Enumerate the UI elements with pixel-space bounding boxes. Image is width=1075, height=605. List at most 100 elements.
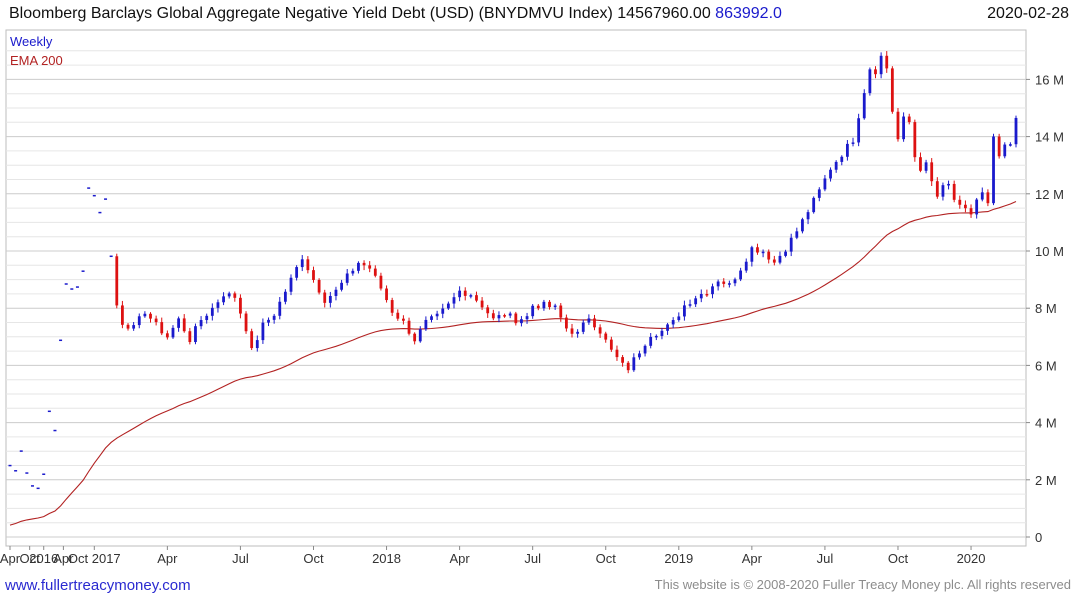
candle-up xyxy=(789,237,793,252)
candle-up xyxy=(733,279,737,284)
x-tick-label: Apr xyxy=(449,551,470,566)
candle-down xyxy=(407,320,411,334)
candle-down xyxy=(160,322,164,334)
candle-up xyxy=(941,185,945,197)
candle-up xyxy=(649,336,653,346)
candle-up xyxy=(357,262,360,271)
candle-down xyxy=(250,331,254,349)
copyright-notice: This website is © 2008-2020 Fuller Treac… xyxy=(654,577,1071,592)
candle-down xyxy=(890,68,894,112)
candle-up xyxy=(143,313,147,317)
candle-up xyxy=(711,286,714,295)
candle-up xyxy=(902,116,905,140)
x-tick-label: 2016 xyxy=(29,551,58,566)
x-tick-label: Oct xyxy=(596,551,617,566)
candle-up xyxy=(817,189,821,198)
candle-up xyxy=(992,136,995,204)
candle-up xyxy=(334,289,338,296)
candle-up xyxy=(862,93,866,119)
candle-up xyxy=(879,55,883,75)
candle-up xyxy=(654,335,658,338)
candle-down xyxy=(559,305,563,318)
candle-down xyxy=(323,292,327,303)
candle-up xyxy=(531,305,535,317)
x-tick-label: Oct xyxy=(303,551,324,566)
candle-up xyxy=(924,162,928,171)
candle-up xyxy=(210,307,214,316)
candle-down xyxy=(621,357,624,363)
site-link[interactable]: www.fullertreacymoney.com xyxy=(5,577,191,594)
x-tick-label: Oct xyxy=(888,551,909,566)
x-tick-label: Jul xyxy=(817,551,834,566)
candle-down xyxy=(598,327,602,334)
candle-down xyxy=(368,265,372,269)
candle-down xyxy=(126,324,130,329)
candle-down xyxy=(964,204,967,209)
candle-up xyxy=(137,316,141,326)
candle-down xyxy=(952,183,956,200)
candle-up xyxy=(851,142,855,144)
candle-up xyxy=(660,330,664,336)
candle-up xyxy=(677,316,681,321)
candle-down xyxy=(767,251,771,260)
candle-up xyxy=(345,273,349,283)
candle-down xyxy=(705,293,709,296)
candle-up xyxy=(829,169,832,179)
y-tick-label: 14 M xyxy=(1035,130,1064,145)
candle-up xyxy=(868,69,872,94)
candle-down xyxy=(165,333,169,338)
candle-up xyxy=(441,308,445,314)
date-label: 2020-02-28 xyxy=(987,5,1069,22)
candle-up xyxy=(283,291,287,302)
candle-up xyxy=(430,316,433,320)
candle-down xyxy=(536,305,540,309)
candle-up xyxy=(576,331,580,334)
candle-up xyxy=(643,345,647,354)
x-tick-label: Apr xyxy=(53,551,74,566)
candle-up xyxy=(801,219,804,232)
candle-down xyxy=(772,259,776,263)
candle-down xyxy=(402,318,405,321)
candle-up xyxy=(446,303,450,309)
candle-up xyxy=(857,118,861,143)
candle-up xyxy=(216,302,220,308)
x-tick-label: 2018 xyxy=(372,551,401,566)
candle-down xyxy=(896,111,900,140)
candle-up xyxy=(267,319,270,323)
candle-down xyxy=(385,288,388,301)
y-tick-label: 0 xyxy=(1035,530,1042,545)
candle-down xyxy=(756,247,759,253)
x-tick-label: 2020 xyxy=(957,551,986,566)
candle-up xyxy=(227,293,231,297)
candle-up xyxy=(255,340,259,349)
legend-weekly: Weekly xyxy=(10,34,53,49)
plot-frame xyxy=(5,29,1027,547)
candle-up xyxy=(199,320,203,327)
candle-up xyxy=(171,327,175,338)
ema-layer xyxy=(9,200,1017,526)
candle-up xyxy=(525,316,529,320)
candle-down xyxy=(486,307,490,314)
index-name: Bloomberg Barclays Global Aggregate Nega… xyxy=(9,5,613,22)
candle-down xyxy=(491,313,495,319)
candle-down xyxy=(930,162,934,182)
candle-up xyxy=(683,305,686,317)
y-tick-label: 4 M xyxy=(1035,416,1057,431)
candle-up xyxy=(1008,144,1012,146)
candle-up xyxy=(340,282,343,290)
candle-up xyxy=(638,353,641,358)
chart-title: Bloomberg Barclays Global Aggregate Nega… xyxy=(9,5,782,23)
candle-up xyxy=(289,277,293,292)
candle-up xyxy=(784,251,787,256)
candle-down xyxy=(149,313,152,319)
candle-up xyxy=(328,295,332,303)
candle-up xyxy=(261,322,265,341)
candle-down xyxy=(564,317,568,329)
y-tick-label: 6 M xyxy=(1035,358,1057,373)
candle-up xyxy=(469,295,473,297)
candle-up xyxy=(744,261,748,271)
candle-down xyxy=(969,208,973,215)
candle-down xyxy=(548,301,551,308)
candle-up xyxy=(295,267,299,278)
